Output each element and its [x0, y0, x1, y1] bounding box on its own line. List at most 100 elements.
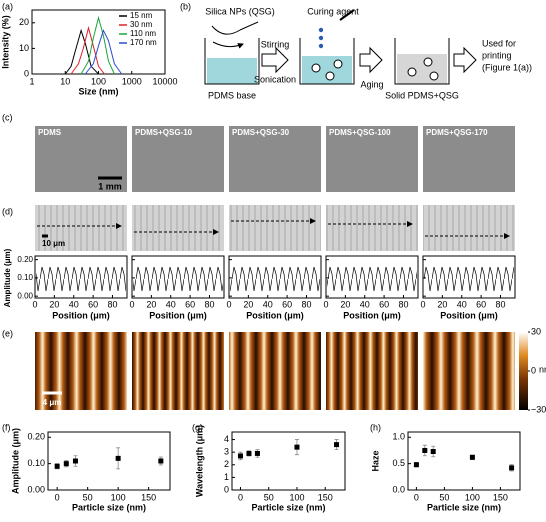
drop — [318, 43, 324, 49]
x-tick-label: 40 — [457, 299, 467, 309]
x-tick-label: 100 — [111, 492, 126, 502]
colorbar-label: −30 — [531, 404, 546, 414]
sample-label: PDMS+QSG-30 — [232, 128, 290, 137]
panel-label: (c) — [2, 112, 13, 122]
plot-frame — [407, 431, 521, 491]
y-tick-label: 1.0 — [392, 432, 405, 442]
point — [158, 458, 164, 464]
x-tick-label: 50 — [264, 492, 274, 502]
x-tick-label: 80 — [398, 299, 408, 309]
x-tick-label: 50 — [83, 492, 93, 502]
step-arrow — [261, 46, 289, 74]
x-tick-label: 80 — [495, 299, 505, 309]
x-axis-label: Position (μm) — [52, 310, 110, 320]
diagram-text: Aging — [360, 79, 383, 89]
solid — [397, 54, 447, 84]
scale-label: 10 μm — [42, 239, 65, 248]
colorbar-label: 0 — [531, 365, 536, 375]
afm-image — [326, 332, 418, 410]
y-tick-label: 0.10 — [17, 273, 33, 282]
point — [509, 465, 515, 471]
spoon — [239, 21, 259, 31]
x-tick-label: 10000 — [152, 76, 177, 86]
diagram-text: printing — [482, 50, 512, 60]
plot-frame — [228, 255, 322, 299]
y-tick-label: 0.0 — [392, 484, 405, 494]
diagram-text: Curing agent — [307, 6, 359, 16]
x-tick-label: 50 — [439, 492, 449, 502]
plot-frame — [422, 255, 516, 299]
plot-frame — [325, 255, 419, 299]
x-tick-label: 60 — [476, 299, 486, 309]
x-tick-label: 60 — [282, 299, 292, 309]
panel-label: (h) — [370, 422, 381, 432]
x-tick-label: 100 — [465, 492, 480, 502]
colorbar — [519, 332, 528, 410]
y-tick-label: 0.20 — [27, 432, 45, 442]
panel-label: (e) — [2, 328, 13, 338]
legend-label: 30 nm — [130, 20, 153, 29]
point — [413, 462, 419, 468]
point — [469, 454, 475, 460]
point — [246, 450, 252, 456]
line — [80, 15, 115, 75]
x-tick-label: 20 — [340, 299, 350, 309]
x-axis-label: Position (μm) — [440, 310, 498, 320]
beaker — [299, 38, 355, 85]
afm-image — [132, 332, 224, 410]
colorbar-unit: nm — [539, 364, 546, 374]
micrograph — [132, 126, 224, 192]
optical-image — [423, 205, 515, 251]
drop — [318, 27, 324, 33]
micrograph — [423, 126, 515, 192]
x-tick-label: 20 — [146, 299, 156, 309]
point — [72, 458, 78, 464]
profile-trace — [327, 263, 417, 295]
diagram-text: Solid PDMS+QSG — [385, 90, 459, 100]
x-tick-label: 80 — [204, 299, 214, 309]
profile-trace — [133, 263, 223, 295]
plot-frame — [231, 431, 346, 491]
x-tick-label: 40 — [166, 299, 176, 309]
colorbar-label: 30 — [531, 326, 541, 336]
spoon — [211, 25, 241, 35]
point — [430, 449, 436, 455]
x-tick-label: 0 — [129, 299, 134, 309]
profile-trace — [36, 263, 126, 295]
afm-image — [35, 332, 127, 410]
y-tick-label: 1 — [224, 472, 229, 482]
arrow — [212, 41, 244, 49]
x-axis-label: Particle size (nm) — [427, 502, 501, 512]
x-tick-label: 150 — [318, 492, 333, 502]
y-axis-label: Intensity (%) — [0, 15, 10, 69]
x-tick-label: 20 — [49, 299, 59, 309]
x-tick-label: 20 — [437, 299, 447, 309]
afm-image — [229, 332, 321, 410]
x-axis-label: Particle size (nm) — [72, 502, 146, 512]
optical-image — [132, 205, 224, 251]
y-tick-label: 0.5 — [392, 458, 405, 468]
optical-image — [326, 205, 418, 251]
process-diagram: Silica NPs (QSG) PDMS base Stirring Soni… — [204, 6, 532, 100]
x-tick-label: 60 — [185, 299, 195, 309]
x-tick-label: 0 — [414, 492, 419, 502]
x-tick-label: 100 — [91, 76, 106, 86]
diagram-text: (Figure 1(a)) — [482, 62, 532, 72]
particle — [325, 71, 335, 81]
x-tick-label: 80 — [107, 299, 117, 309]
x-tick-label: 0 — [32, 299, 37, 309]
diagram-text: Used for — [482, 38, 516, 48]
dropper — [339, 9, 355, 21]
x-tick-label: 0 — [420, 299, 425, 309]
y-tick-label: 0.10 — [27, 458, 45, 468]
x-axis-label: Position (μm) — [149, 310, 207, 320]
line — [70, 25, 105, 75]
x-tick-label: 0 — [238, 492, 243, 502]
scale-label: 1 mm — [98, 181, 122, 191]
y-tick-label: 3 — [224, 447, 229, 457]
profile-trace — [424, 263, 514, 295]
point — [63, 461, 69, 467]
legend-label: 110 nm — [130, 29, 156, 38]
x-tick-label: 60 — [88, 299, 98, 309]
